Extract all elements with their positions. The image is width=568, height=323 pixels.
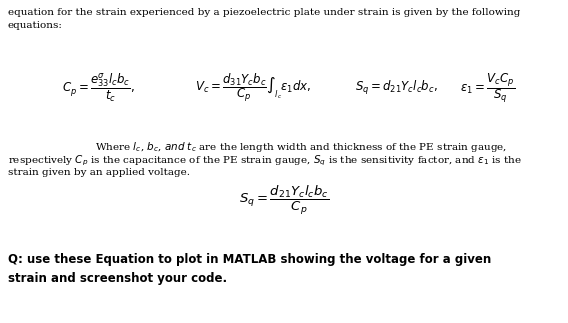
Text: $C_p = \dfrac{e^{\sigma}_{33}l_c b_c}{t_c},$: $C_p = \dfrac{e^{\sigma}_{33}l_c b_c}{t_…	[62, 72, 135, 104]
Text: respectively $C_p$ is the capacitance of the PE strain gauge, $S_q$ is the sensi: respectively $C_p$ is the capacitance of…	[8, 154, 522, 168]
Text: $S_q = d_{21}Y_c l_c b_c,$: $S_q = d_{21}Y_c l_c b_c,$	[355, 79, 438, 97]
Text: $V_c = \dfrac{d_{31}Y_c b_c}{C_p}\int_{l_c} \varepsilon_1 dx,$: $V_c = \dfrac{d_{31}Y_c b_c}{C_p}\int_{l…	[195, 72, 312, 104]
Text: $S_q = \dfrac{d_{21}Y_c l_c b_c}{C_p}$: $S_q = \dfrac{d_{21}Y_c l_c b_c}{C_p}$	[239, 183, 329, 217]
Text: strain and screenshot your code.: strain and screenshot your code.	[8, 272, 227, 285]
Text: Q: use these Equation to plot in MATLAB showing the voltage for a given: Q: use these Equation to plot in MATLAB …	[8, 253, 491, 266]
Text: equations:: equations:	[8, 21, 63, 30]
Text: $\varepsilon_1 = \dfrac{V_c C_p}{S_q}$: $\varepsilon_1 = \dfrac{V_c C_p}{S_q}$	[460, 71, 515, 105]
Text: Where $l_c$, $b_c$, $and$ $t_c$ are the length width and thickness of the PE str: Where $l_c$, $b_c$, $and$ $t_c$ are the …	[95, 140, 507, 154]
Text: strain given by an applied voltage.: strain given by an applied voltage.	[8, 168, 190, 177]
Text: equation for the strain experienced by a piezoelectric plate under strain is giv: equation for the strain experienced by a…	[8, 8, 520, 17]
